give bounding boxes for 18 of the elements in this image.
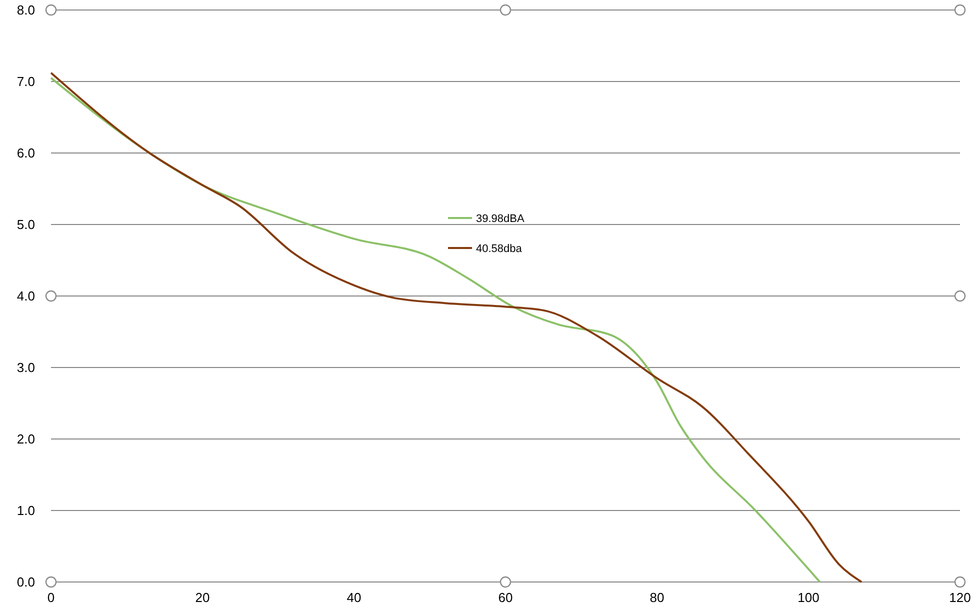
x-tick-label: 40: [346, 590, 362, 605]
legend-label: 39.98dBA: [476, 212, 525, 225]
x-tick-label: 80: [650, 590, 664, 605]
y-tick-label: 2.0: [16, 432, 35, 447]
y-tick-label: 7.0: [16, 74, 35, 90]
y-tick-label: 8.0: [16, 2, 35, 18]
x-tick-label: 60: [498, 590, 513, 605]
y-tick-label: 0.0: [16, 574, 35, 590]
x-tick-label: 0: [47, 590, 55, 605]
x-tick-label: 100: [798, 590, 820, 605]
legend-label: 40.58dba: [476, 242, 523, 255]
y-tick-label: 4.0: [16, 288, 35, 304]
y-tick-label: 6.0: [16, 146, 35, 161]
y-tick-label: 1.0: [16, 503, 35, 518]
y-tick-label: 3.0: [16, 360, 35, 376]
x-tick-label: 120: [949, 590, 971, 605]
x-tick-label: 20: [195, 590, 210, 605]
y-tick-label: 5.0: [16, 217, 35, 232]
